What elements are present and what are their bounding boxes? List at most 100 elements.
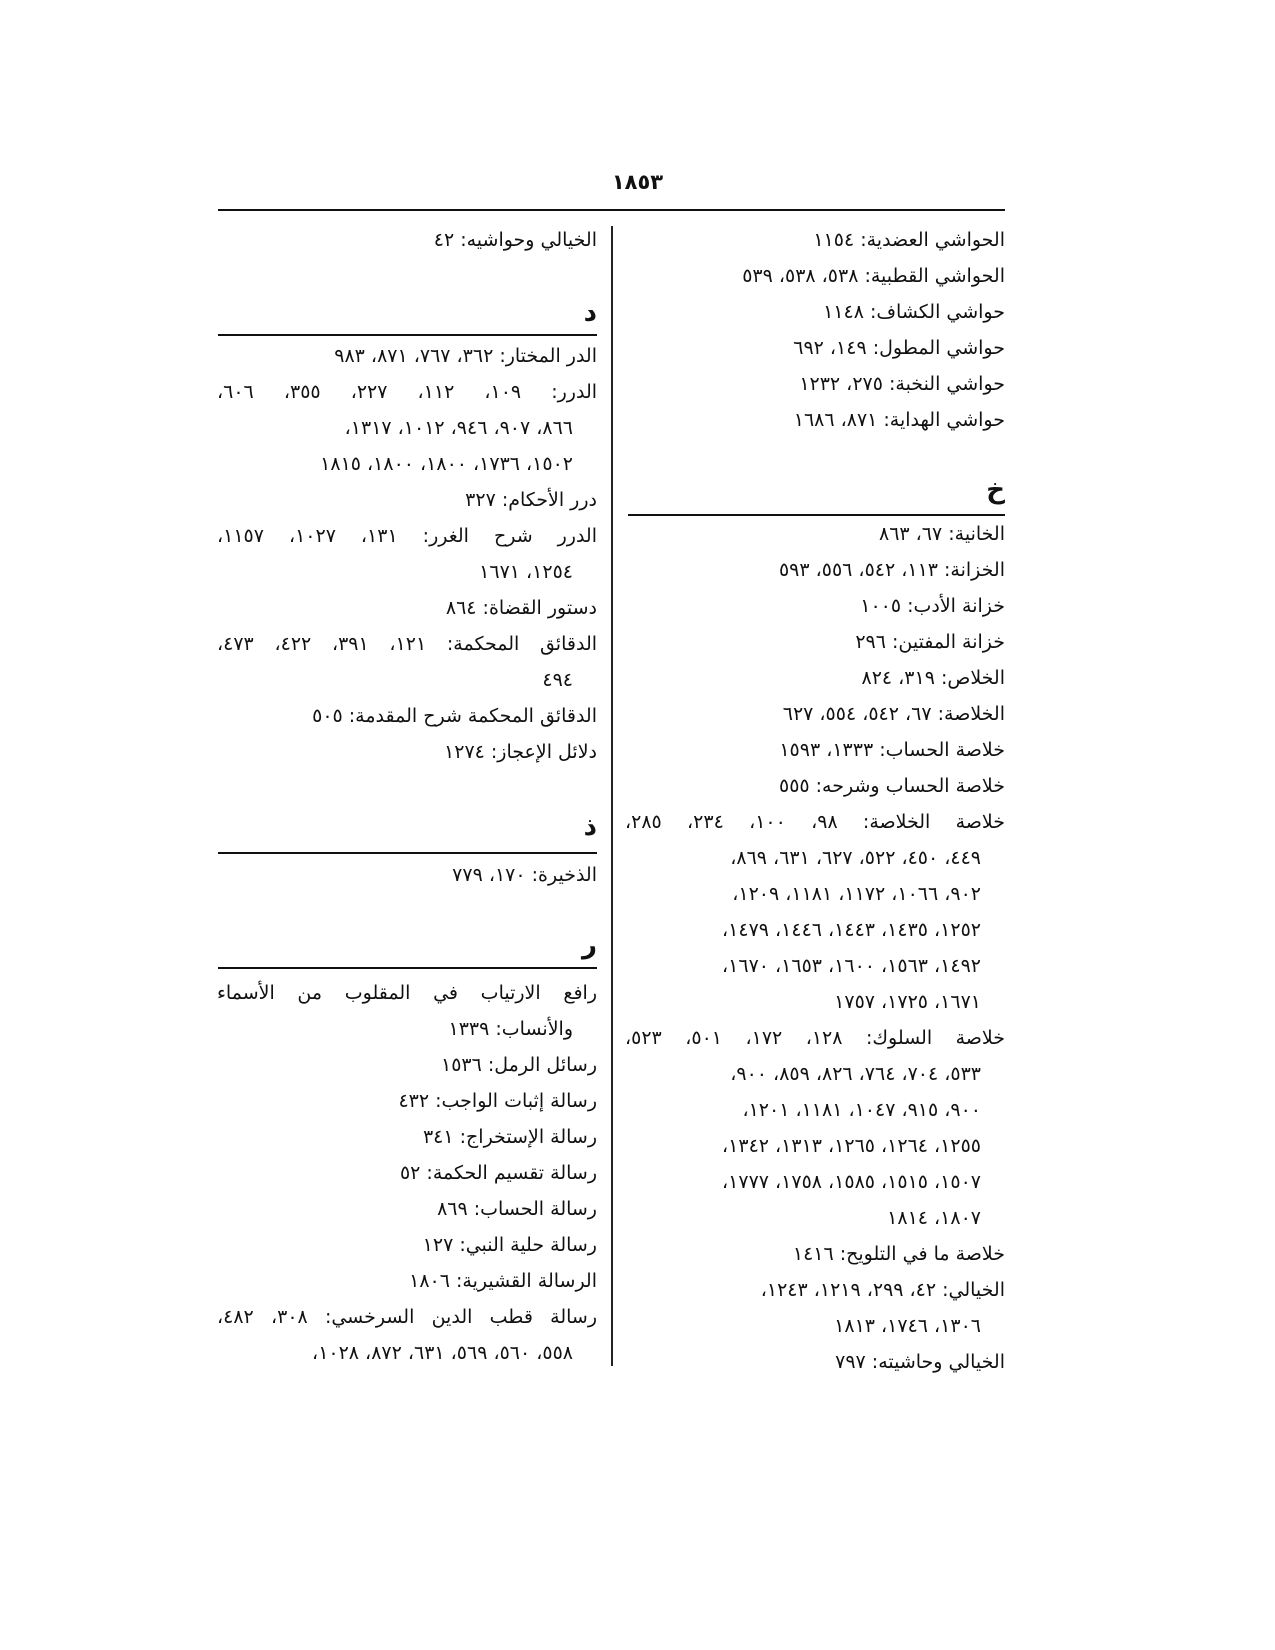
entry-line: الخيالي وحاشيته: ٧٩٧: [835, 1351, 1005, 1373]
column-divider: [611, 226, 613, 1366]
entry-line: الحواشي القطبية: ٥٣٨، ٥٣٨، ٥٣٩: [742, 265, 1005, 287]
entry-line: دستور القضاة: ٨٦٤: [445, 597, 597, 619]
index-entry: حواشي الهداية: ٨٧١، ١٦٨٦: [625, 402, 1005, 438]
index-entry: الدقائق المحكمة: ١٢١، ٣٩١، ٤٢٢، ٤٧٣، ٤٩٤: [217, 626, 597, 698]
entry-line: الخيالي وحواشيه: ٤٢: [433, 229, 597, 251]
entry-continuation-line: ٥٣٣، ٧٠٤، ٧٦٤، ٨٢٦، ٨٥٩، ٩٠٠،: [730, 1063, 981, 1085]
index-entry: الخيالي وحاشيته: ٧٩٧: [625, 1344, 1005, 1380]
index-entry: رسالة حلية النبي: ١٢٧: [217, 1227, 597, 1263]
index-entry: رسالة تقسيم الحكمة: ٥٢: [217, 1155, 597, 1191]
index-entry: الخلاصة: ٦٧، ٥٤٢، ٥٥٤، ٦٢٧: [625, 696, 1005, 732]
entry-continuation-line: ١٥٠٧، ١٥١٥، ١٥٨٥، ١٧٥٨، ١٧٧٧،: [722, 1171, 981, 1193]
index-entry: الرسالة القشيرية: ١٨٠٦: [217, 1263, 597, 1299]
index-entry: الدرر: ١٠٩، ١١٢، ٢٢٧، ٣٥٥، ٦٠٦، ٨٦٦، ٩٠٧،…: [217, 374, 597, 482]
index-entry: الدرر شرح الغرر: ١٣١، ١٠٢٧، ١١٥٧، ١٢٥٤، ١…: [217, 518, 597, 590]
entry-line: خزانة الأدب: ١٠٠٥: [860, 595, 1005, 617]
section-rule-ra: [218, 967, 597, 969]
index-entry: حواشي النخبة: ٢٧٥، ١٢٣٢: [625, 366, 1005, 402]
entry-line: الخيالي: ٤٢، ٢٩٩، ١٢١٩، ١٢٤٣،: [760, 1279, 1005, 1301]
entry-continuation-line: ٨٦٦، ٩٠٧، ٩٤٦، ١٠١٢، ١٣١٧،: [344, 417, 573, 439]
index-entry: دلائل الإعجاز: ١٢٧٤: [217, 734, 597, 770]
index-entry: رسالة قطب الدين السرخسي: ٣٠٨، ٤٨٢، ٥٥٨، ٥…: [217, 1299, 597, 1371]
index-entry: الخلاص: ٣١٩، ٨٢٤: [625, 660, 1005, 696]
entry-continuation-line: ١٥٠٢، ١٧٣٦، ١٨٠٠، ١٨٠٠، ١٨١٥: [320, 453, 573, 475]
index-entry: رسالة إثبات الواجب: ٤٣٢: [217, 1083, 597, 1119]
index-entry: خلاصة الحساب وشرحه: ٥٥٥: [625, 768, 1005, 804]
entry-line: الخلاصة: ٦٧، ٥٤٢، ٥٥٤، ٦٢٧: [782, 703, 1005, 725]
index-entry: الخزانة: ١١٣، ٥٤٢، ٥٥٦، ٥٩٣: [625, 552, 1005, 588]
entry-line: الدقائق المحكمة: ١٢١، ٣٩١، ٤٢٢، ٤٧٣،: [217, 633, 598, 655]
entry-continuation-line: ٥٥٨، ٥٦٠، ٥٦٩، ٦٣١، ٨٧٢، ١٠٢٨،: [312, 1342, 573, 1364]
index-entry: رسالة الحساب: ٨٦٩: [217, 1191, 597, 1227]
entry-continuation-line: ١٤٩٢، ١٥٦٣، ١٦٠٠، ١٦٥٣، ١٦٧٠،: [722, 955, 981, 977]
index-entry: خلاصة الحساب: ١٣٣٣، ١٥٩٣: [625, 732, 1005, 768]
entry-line: رسالة حلية النبي: ١٢٧: [422, 1234, 597, 1256]
section-kha-entries: الخانية: ٦٧، ٨٦٣ الخزانة: ١١٣، ٥٤٢، ٥٥٦، …: [625, 516, 1005, 1380]
section-rule-kha: [628, 514, 1005, 516]
index-entry: الحواشي القطبية: ٥٣٨، ٥٣٨، ٥٣٩: [625, 258, 1005, 294]
entry-continuation-line: ١٢٥٥، ١٢٦٤، ١٢٦٥، ١٣١٣، ١٣٤٢،: [722, 1135, 981, 1157]
entry-line: الرسالة القشيرية: ١٨٠٦: [409, 1270, 597, 1292]
section-ra-entries: رافع الارتياب في المقلوب من الأسماء والأن…: [217, 975, 597, 1371]
entry-line: الدقائق المحكمة شرح المقدمة: ٥٠٥: [312, 705, 597, 727]
section-rule-dal: [218, 334, 597, 336]
entry-line: درر الأحكام: ٣٢٧: [465, 489, 597, 511]
entry-continuation-line: ١٢٥٤، ١٦٧١: [479, 561, 573, 583]
entry-continuation-line: ١٣٠٦، ١٧٤٦، ١٨١٣: [834, 1315, 981, 1337]
entry-line: الخانية: ٦٧، ٨٦٣: [879, 523, 1005, 545]
index-entry: رسالة الإستخراج: ٣٤١: [217, 1119, 597, 1155]
entry-line: الخلاص: ٣١٩، ٨٢٤: [861, 667, 1005, 689]
index-entry: الخانية: ٦٧، ٨٦٣: [625, 516, 1005, 552]
entry-continuation-line: ١٨٠٧، ١٨١٤: [887, 1207, 981, 1229]
page-number: ١٨٥٣: [611, 170, 664, 194]
entry-line: دلائل الإعجاز: ١٢٧٤: [444, 741, 597, 763]
section-dhal-entries: الذخيرة: ١٧٠، ٧٧٩: [217, 857, 597, 893]
index-entry: الخيالي وحواشيه: ٤٢: [217, 222, 597, 258]
index-entry: الذخيرة: ١٧٠، ٧٧٩: [217, 857, 597, 893]
index-entry: الخيالي: ٤٢، ٢٩٩، ١٢١٩، ١٢٤٣، ١٣٠٦، ١٧٤٦،…: [625, 1272, 1005, 1344]
index-entry: رسائل الرمل: ١٥٣٦: [217, 1047, 597, 1083]
index-entry: درر الأحكام: ٣٢٧: [217, 482, 597, 518]
entry-continuation-line: ١٢٥٢، ١٤٣٥، ١٤٤٣، ١٤٤٦، ١٤٧٩،: [722, 919, 981, 941]
entry-line: الحواشي العضدية: ١١٥٤: [813, 229, 1005, 251]
entry-line: رسالة الإستخراج: ٣٤١: [422, 1126, 597, 1148]
entry-line: خزانة المفتين: ٢٩٦: [855, 631, 1005, 653]
entry-line: رافع الارتياب في المقلوب من الأسماء: [217, 982, 597, 1004]
entry-continuation-line: والأنساب: ١٣٣٩: [448, 1018, 573, 1040]
index-entry: خلاصة الخلاصة: ٩٨، ١٠٠، ٢٣٤، ٢٨٥، ٤٤٩، ٤٥…: [625, 804, 1005, 1020]
index-entry: خزانة الأدب: ١٠٠٥: [625, 588, 1005, 624]
right-top-entries: الحواشي العضدية: ١١٥٤ الحواشي القطبية: ٥٣…: [625, 222, 1005, 438]
entry-line: رسالة تقسيم الحكمة: ٥٢: [399, 1162, 597, 1184]
entry-continuation-line: ٤٩٤: [542, 669, 573, 691]
section-letter-kha: خ: [986, 475, 1005, 505]
entry-line: حواشي النخبة: ٢٧٥، ١٢٣٢: [799, 373, 1005, 395]
index-entry: الدقائق المحكمة شرح المقدمة: ٥٠٥: [217, 698, 597, 734]
entry-line: الخزانة: ١١٣، ٥٤٢، ٥٥٦، ٥٩٣: [778, 559, 1005, 581]
entry-continuation-line: ٩٠٢، ١٠٦٦، ١١٧٢، ١١٨١، ١٢٠٩،: [732, 883, 981, 905]
index-entry: رافع الارتياب في المقلوب من الأسماء والأن…: [217, 975, 597, 1047]
entry-line: الدرر: ١٠٩، ١١٢، ٢٢٧، ٣٥٥، ٦٠٦،: [217, 381, 598, 403]
entry-continuation-line: ٩٠٠، ٩١٥، ١٠٤٧، ١١٨١، ١٢٠١،: [742, 1099, 981, 1121]
section-letter-dhal: ذ: [583, 812, 597, 842]
entry-continuation-line: ١٦٧١، ١٧٢٥، ١٧٥٧: [834, 991, 981, 1013]
section-rule-dhal: [218, 852, 597, 854]
entry-line: خلاصة ما في التلويح: ١٤١٦: [792, 1243, 1005, 1265]
index-entry: الدر المختار: ٣٦٢، ٧٦٧، ٨٧١، ٩٨٣: [217, 338, 597, 374]
index-entry: دستور القضاة: ٨٦٤: [217, 590, 597, 626]
entry-continuation-line: ٤٤٩، ٤٥٠، ٥٢٢، ٦٢٧، ٦٣١، ٨٦٩،: [730, 847, 981, 869]
entry-line: الدر المختار: ٣٦٢، ٧٦٧، ٨٧١، ٩٨٣: [334, 345, 597, 367]
section-letter-ra: ر: [582, 930, 597, 960]
entry-line: حواشي الهداية: ٨٧١، ١٦٨٦: [793, 409, 1005, 431]
header-rule: [218, 209, 1005, 211]
entry-line: حواشي الكشاف: ١١٤٨: [823, 301, 1005, 323]
entry-line: رسالة قطب الدين السرخسي: ٣٠٨، ٤٨٢،: [217, 1306, 597, 1328]
entry-line: خلاصة الخلاصة: ٩٨، ١٠٠، ٢٣٤، ٢٨٥،: [625, 811, 1005, 833]
index-entry: حواشي المطول: ١٤٩، ٦٩٢: [625, 330, 1005, 366]
index-entry: الحواشي العضدية: ١١٥٤: [625, 222, 1005, 258]
entry-line: رسالة الحساب: ٨٦٩: [437, 1198, 597, 1220]
entry-line: رسالة إثبات الواجب: ٤٣٢: [398, 1090, 597, 1112]
index-entry: حواشي الكشاف: ١١٤٨: [625, 294, 1005, 330]
entry-line: حواشي المطول: ١٤٩، ٦٩٢: [793, 337, 1005, 359]
index-entry: خلاصة السلوك: ١٢٨، ١٧٢، ٥٠١، ٥٢٣، ٥٣٣، ٧٠…: [625, 1020, 1005, 1236]
entry-line: خلاصة الحساب: ١٣٣٣، ١٥٩٣: [779, 739, 1005, 761]
